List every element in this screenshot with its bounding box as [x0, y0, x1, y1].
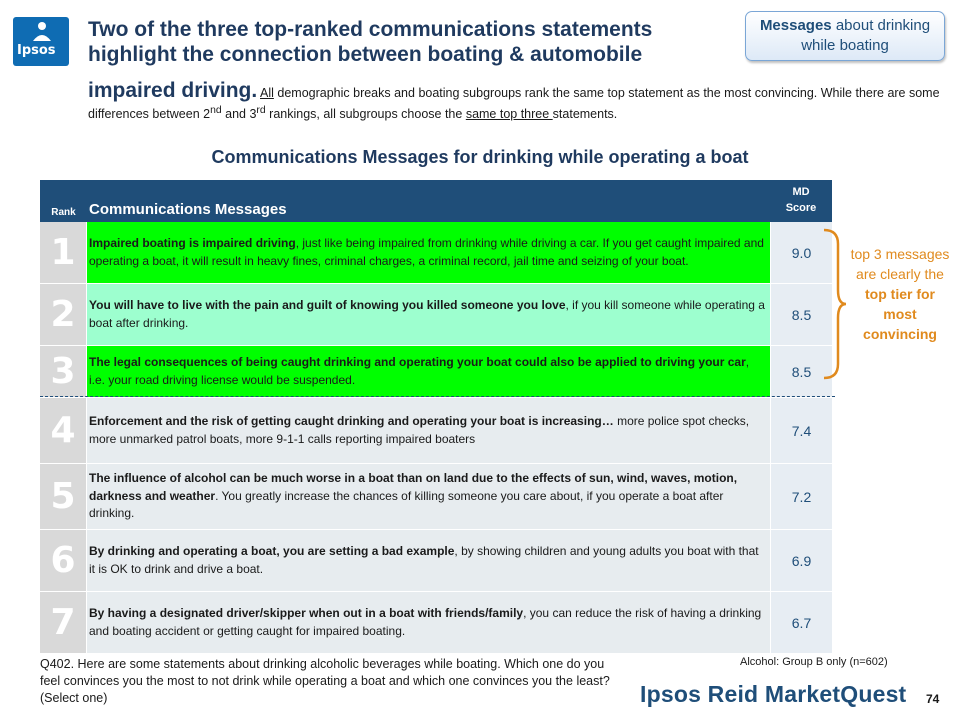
rank-number: 3: [40, 346, 87, 397]
rank-number: 7: [40, 592, 87, 653]
headline-text-d: statements.: [552, 107, 618, 122]
callout-text: top 3 messages are clearly the: [850, 246, 950, 282]
md-score: 6.7: [770, 592, 832, 653]
header-score: MD Score: [770, 180, 832, 222]
topic-tag-rest: about drinking while boating: [801, 17, 931, 54]
rank-number: 2: [40, 284, 87, 345]
message-cell: The influence of alcohol can be much wor…: [87, 464, 770, 529]
message-text: , you can reduce the risk of having a dr…: [89, 606, 762, 638]
message-text: more police spot checks, more unmarked p…: [89, 414, 750, 446]
headline-tail-bold: impaired driving.: [88, 79, 258, 102]
headline-subtext: impaired driving. All demographic breaks…: [88, 79, 948, 123]
md-score: 7.2: [770, 464, 832, 529]
table-row: 6 By drinking and operating a boat, you …: [40, 530, 832, 592]
table-row: 4 Enforcement and the risk of getting ca…: [40, 398, 832, 464]
message-cell: Enforcement and the risk of getting caug…: [87, 398, 770, 463]
logo-text: Ipsos: [17, 43, 56, 58]
md-score: 7.4: [770, 398, 832, 463]
top-tier-callout: top 3 messages are clearly the top tier …: [850, 244, 950, 344]
ipsos-logo: Ipsos: [13, 17, 69, 66]
table-row: 7 By having a designated driver/skipper …: [40, 592, 832, 654]
rank-number: 1: [40, 222, 87, 283]
message-bold: The legal consequences of being caught d…: [89, 355, 746, 369]
rank-number: 6: [40, 530, 87, 591]
message-text: , by showing children and young adults y…: [89, 544, 759, 576]
message-text: , just like being impaired from drinking…: [89, 236, 764, 268]
headline-sup-nd: nd: [210, 105, 222, 116]
headline-text-a: demographic breaks and boating subgroups…: [88, 86, 940, 122]
brand-wordmark: Ipsos Reid MarketQuest: [640, 681, 907, 707]
message-cell: By having a designated driver/skipper wh…: [87, 592, 770, 653]
headline-text-c: rankings, all subgroups choose the: [265, 107, 466, 122]
headline-text-b: and 3: [221, 107, 257, 122]
header-rank: Rank: [51, 207, 76, 218]
md-score: 9.0: [770, 222, 832, 283]
header-score-line1: MD: [792, 186, 810, 198]
bracket-icon: [823, 228, 847, 380]
md-score: 8.5: [770, 284, 832, 345]
message-text: , if you kill someone while operating a …: [89, 298, 765, 330]
messages-table: Rank Communications Messages MD Score 1 …: [40, 180, 832, 654]
md-score: 6.9: [770, 530, 832, 591]
message-cell: By drinking and operating a boat, you ar…: [87, 530, 770, 591]
message-cell: Impaired boating is impaired driving, ju…: [87, 222, 770, 283]
message-bold: You will have to live with the pain and …: [89, 298, 566, 312]
message-text: . You greatly increase the chances of ki…: [89, 488, 724, 521]
message-cell: You will have to live with the pain and …: [87, 284, 770, 345]
table-title: Communications Messages for drinking whi…: [211, 147, 749, 167]
question-footnote: Q402. Here are some statements about dri…: [40, 657, 610, 705]
topic-tag: Messages about drinking while boating: [745, 11, 945, 61]
message-bold: The influence of alcohol can be much wor…: [89, 471, 738, 503]
table-header: Rank Communications Messages MD Score: [40, 180, 832, 222]
logo-figure-icon: [33, 22, 51, 41]
message-bold: By having a designated driver/skipper wh…: [89, 606, 524, 620]
message-bold: By drinking and operating a boat, you ar…: [89, 544, 455, 558]
message-cell: The legal consequences of being caught d…: [87, 346, 770, 397]
headline-sup-rd: rd: [256, 105, 266, 116]
table-row: 5 The influence of alcohol can be much w…: [40, 464, 832, 530]
rank-number: 5: [40, 464, 87, 529]
callout-bold: top tier for most convincing: [863, 286, 937, 342]
message-bold: Enforcement and the risk of getting caug…: [89, 414, 614, 428]
md-score: 8.5: [770, 346, 832, 397]
topic-tag-bold: Messages: [759, 17, 832, 34]
tier-divider: [40, 396, 835, 397]
page-number: 74: [926, 692, 940, 706]
sample-base: Alcohol: Group B only (n=602): [740, 656, 888, 668]
header-message: Communications Messages: [89, 201, 287, 218]
message-text: , i.e. your road driving license would b…: [89, 355, 750, 387]
table-row: 2 You will have to live with the pain an…: [40, 284, 832, 346]
headline: Two of the three top-ranked communicatio…: [88, 18, 653, 66]
rank-number: 4: [40, 398, 87, 463]
message-bold: Impaired boating is impaired driving: [89, 236, 296, 250]
table-row: 1 Impaired boating is impaired driving, …: [40, 222, 832, 284]
headline-all: All: [260, 86, 274, 100]
header-score-line2: Score: [785, 202, 817, 214]
table-row: 3 The legal consequences of being caught…: [40, 346, 832, 398]
headline-same-top-three: same top three: [465, 107, 553, 122]
